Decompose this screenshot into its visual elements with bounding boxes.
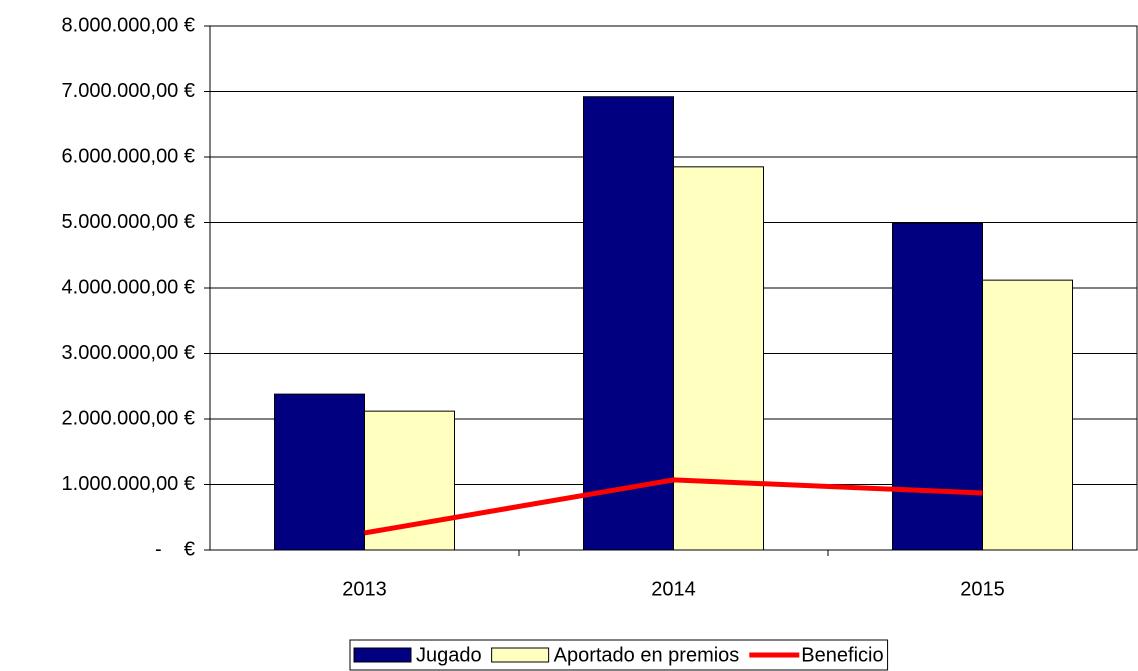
y-tick-label: 2.000.000,00 € [62,407,195,429]
x-tick-label: 2015 [960,578,1005,600]
y-tick-label: 3.000.000,00 € [62,342,195,364]
line-series [364,477,983,536]
legend-label: Jugado [416,644,482,666]
bar [892,222,983,551]
bar [982,279,1073,551]
legend-label: Beneficio [801,644,883,666]
y-tick-label: - € [155,538,195,560]
x-tick-label: 2013 [342,578,387,600]
y-tick-label: 6.000.000,00 € [62,145,195,167]
legend-swatch [353,647,412,663]
y-tick-label: 1.000.000,00 € [62,473,195,495]
x-tick-label: 2014 [651,578,696,600]
bar [274,393,365,551]
bar [673,166,764,551]
y-tick-label: 8.000.000,00 € [62,14,195,36]
y-tick-label: 4.000.000,00 € [62,276,195,298]
legend-swatch [491,647,550,663]
legend: Jugado Aportado en premios Beneficio [349,639,889,671]
bar [583,96,674,551]
y-tick-label: 7.000.000,00 € [62,80,195,102]
y-tick-label: 5.000.000,00 € [62,211,195,233]
legend-label: Aportado en premios [554,644,740,666]
